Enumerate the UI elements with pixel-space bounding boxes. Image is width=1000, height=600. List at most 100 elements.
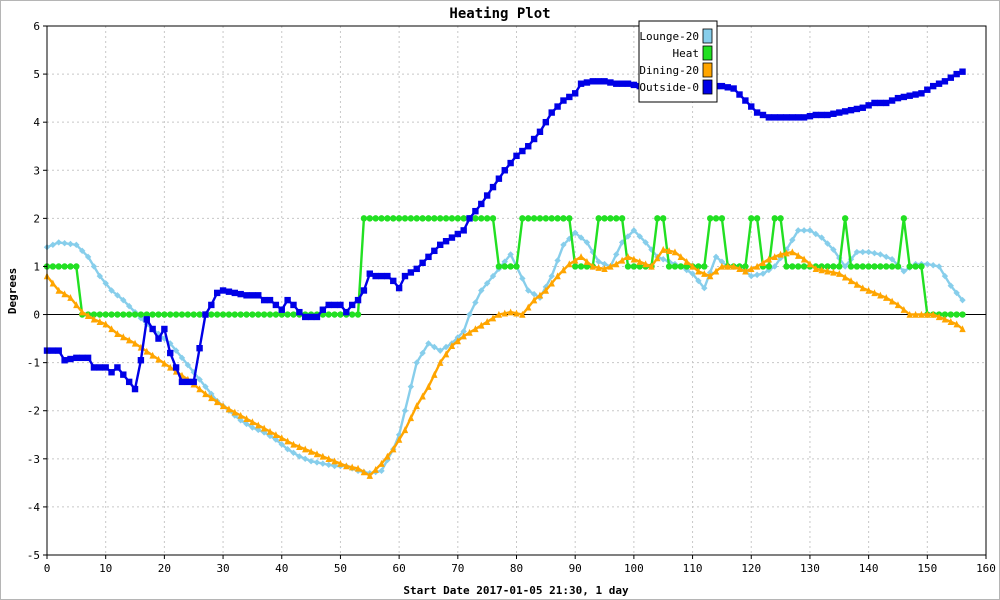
data-point [137,311,145,318]
data-point [824,263,831,270]
data-point [900,306,908,313]
data-point [742,263,749,270]
data-point [73,301,80,309]
data-point [695,263,702,270]
data-point [225,288,233,295]
data-point [624,233,632,240]
data-point [513,263,520,270]
data-point [542,118,550,126]
data-point [771,215,778,222]
x-tick-label: 70 [451,562,464,575]
data-point [560,97,567,104]
x-tick-label: 0 [44,562,51,575]
data-point [577,80,585,87]
data-point [454,337,462,345]
data-point [96,311,104,318]
data-point [618,256,626,264]
data-point [577,263,585,270]
y-tick-label: 0 [33,309,40,322]
data-point [583,257,591,265]
data-point [894,263,902,270]
data-point [947,74,954,81]
data-point [407,215,415,222]
data-point [613,260,620,268]
data-point [888,97,896,104]
data-point [730,85,737,92]
data-point [947,318,954,325]
data-point [800,255,808,263]
data-point [519,275,526,282]
data-point [466,215,473,222]
data-point [431,215,438,222]
data-point [243,420,250,428]
data-point [548,272,555,280]
data-point [167,363,174,371]
data-point [630,263,638,270]
data-point [571,229,579,236]
data-point [413,359,420,366]
data-point [302,445,309,453]
data-point [90,315,98,323]
data-point [601,215,608,222]
data-point [859,104,866,111]
data-point [489,314,497,322]
data-point [595,263,602,271]
data-point [225,311,233,318]
data-point [120,296,127,304]
data-point [607,215,614,222]
data-point [900,93,908,101]
data-point [906,92,913,99]
data-point [789,263,796,270]
data-point [395,215,403,222]
data-point [795,263,802,270]
data-point [425,382,432,390]
data-point [284,446,291,453]
data-point [583,79,591,86]
data-point [390,445,397,453]
data-point [255,292,262,299]
data-point [149,351,156,359]
data-point [407,414,415,422]
data-point [137,357,145,364]
data-point [748,215,755,222]
data-point [202,311,209,318]
data-point [378,467,385,475]
data-point [196,311,203,318]
data-point [959,325,966,333]
data-point [501,167,508,174]
data-point [671,248,679,256]
series-line [47,70,963,391]
data-point [489,272,497,280]
data-point [225,405,233,413]
data-point [354,296,362,304]
data-point [483,192,491,199]
data-point [366,270,373,277]
data-point [513,309,520,317]
data-point [102,320,109,328]
data-point [871,250,878,257]
data-point [108,325,115,333]
data-point [853,105,861,113]
data-point [560,266,567,274]
data-point [724,84,731,91]
data-point [302,455,309,463]
y-tick-label: 3 [33,164,40,177]
data-point [877,291,884,299]
data-point [507,263,514,270]
data-point [202,390,209,398]
data-point [366,215,373,222]
data-point [566,260,573,268]
data-point [278,441,285,448]
data-point [589,78,596,85]
data-point [701,263,708,270]
data-point [337,459,344,467]
data-point [419,349,426,357]
data-point [824,111,831,119]
data-point [571,256,579,264]
data-point [120,333,127,341]
data-point [61,263,68,270]
data-point [483,280,491,287]
data-point [313,450,321,458]
data-point [630,255,638,263]
y-tick-label: 6 [33,20,40,33]
